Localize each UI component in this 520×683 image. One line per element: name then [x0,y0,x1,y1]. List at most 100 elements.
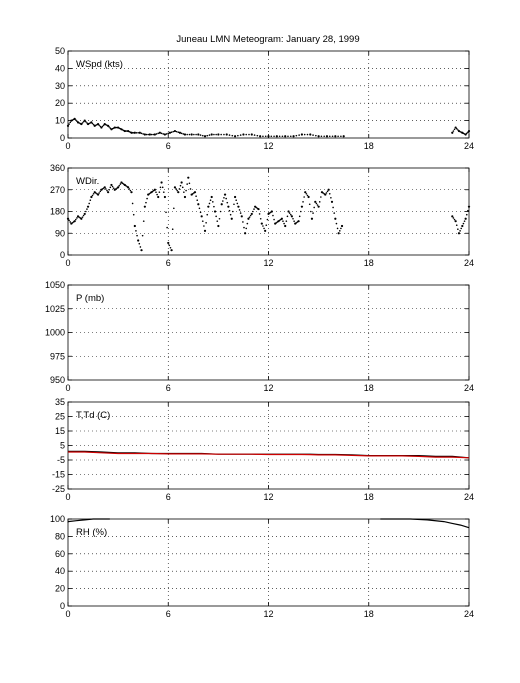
data-point-fill [156,193,158,196]
x-tick-label: 18 [364,258,374,268]
y-tick-label: 20 [55,98,65,108]
data-point-fill [195,195,197,197]
data-point [325,135,329,138]
data-point-fill [206,213,209,216]
data-point [66,217,70,220]
data-point [461,224,464,228]
data-point-fill [136,234,138,237]
data-point-fill [176,189,178,192]
data-point-fill [68,123,70,125]
data-point [223,193,227,196]
data-point [153,188,156,191]
data-point [260,222,263,225]
x-tick-label: 0 [65,609,70,619]
data-point-fill [338,230,341,232]
data-point-fill [145,133,148,136]
data-point-fill [252,210,254,213]
data-point-fill [281,135,284,138]
data-point [297,220,300,223]
data-point-fill [171,228,174,231]
data-point [257,207,260,211]
panel-0: 0 6 12 18 24 0 10 20 30 40 50 WSpd (kts) [55,46,474,151]
data-point-fill [238,209,241,211]
data-point-fill [170,131,173,133]
x-tick-label: 12 [263,383,273,393]
data-point [96,193,100,196]
y-tick-label: 30 [55,81,65,91]
data-point-fill [223,197,225,199]
data-point-fill [138,242,141,245]
data-point-fill [177,131,180,133]
data-point-fill [287,135,289,138]
data-point [233,195,237,199]
data-point-fill [320,135,323,138]
figure-title: Juneau LMN Meteogram: January 28, 1999 [176,34,359,45]
data-point-fill [142,133,144,135]
data-point [148,133,151,136]
y-tick-label: 60 [55,549,65,559]
data-point-fill [111,185,114,188]
data-point-fill [74,218,77,221]
data-point-fill [88,202,90,205]
data-point [158,131,161,134]
data-point-fill [118,184,121,187]
data-point [300,133,304,136]
data-point [259,135,262,138]
data-point [160,181,163,184]
data-point-fill [91,194,94,197]
data-point [340,224,344,228]
data-point-fill [335,222,338,225]
data-point-fill [135,230,137,232]
data-point-fill [121,182,124,185]
data-point-fill [452,130,455,132]
data-point [103,186,106,189]
data-point [100,126,103,129]
data-point [304,191,307,194]
y-tick-label: 90 [55,228,65,238]
data-point [451,215,454,218]
y-tick-label: -25 [52,484,65,494]
data-point [203,229,207,232]
data-point-fill [463,220,466,222]
data-point-fill [191,192,194,195]
data-point [177,191,180,194]
x-tick-label: 0 [65,492,70,502]
data-point [309,133,312,136]
data-point-fill [266,218,269,221]
data-point [143,133,146,136]
y-tick-label: 10 [55,116,65,126]
y-tick-label: -5 [57,455,65,465]
data-point [133,131,136,134]
data-point-fill [169,246,172,249]
data-point [300,205,304,208]
data-point-fill [71,221,74,224]
data-point [203,135,207,138]
data-point-fill [208,134,211,136]
data-point [317,205,320,208]
data-point-fill [78,216,80,218]
y-tick-label: 0 [60,250,65,260]
data-point-fill [273,218,275,221]
data-point-fill [295,221,298,224]
data-point-fill [158,191,161,193]
data-point [451,131,454,134]
x-tick-label: 0 [65,383,70,393]
data-point-fill [152,133,155,136]
data-point [117,186,120,189]
data-point-fill [253,134,256,136]
data-point-fill [233,203,235,206]
data-point [250,133,253,136]
data-point-fill [298,134,300,136]
x-tick-label: 12 [263,258,273,268]
y-tick-label: 40 [55,63,65,73]
data-point [96,122,100,126]
data-point-fill [465,132,468,135]
data-point-fill [322,192,324,194]
y-tick-label: 15 [55,426,65,436]
data-point [210,133,213,136]
y-tick-label: 1000 [45,328,65,338]
data-point-fill [159,186,162,189]
data-point-fill [209,199,212,202]
data-point [200,215,203,218]
